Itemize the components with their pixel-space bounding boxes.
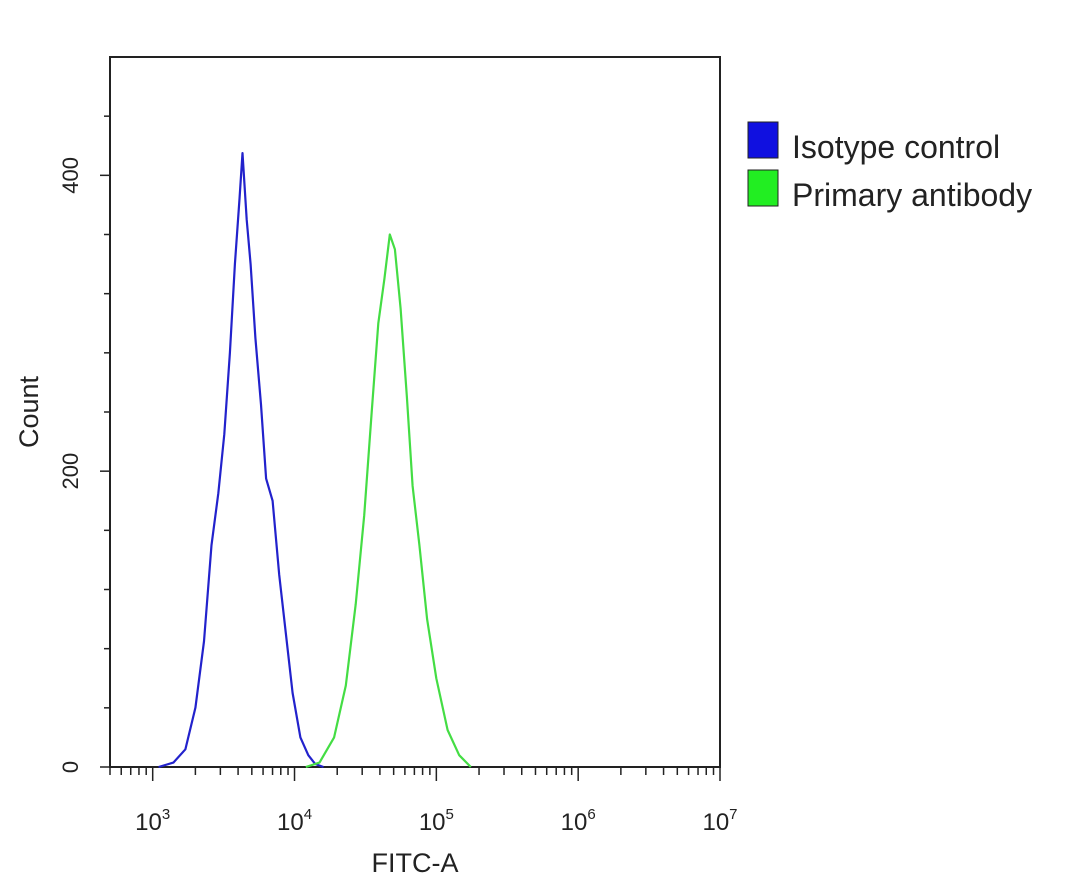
x-axis: 103 104 105 106 107 [109, 767, 738, 836]
x-axis-title: FITC-A [372, 848, 459, 878]
legend-swatch-primary-antibody [747, 169, 779, 207]
x-tick-label: 105 [419, 806, 454, 836]
series-line-isotype-control [158, 152, 324, 769]
x-tick-label: 104 [277, 806, 312, 836]
y-tick-label: 0 [58, 761, 83, 773]
y-axis: 0 200 400 [58, 115, 110, 773]
x-tick-label: 103 [135, 806, 170, 836]
y-tick-label: 200 [58, 453, 83, 490]
legend-swatch-isotype-control [747, 121, 779, 159]
histogram-series [158, 152, 472, 769]
legend: Isotype control Primary antibody [747, 121, 1032, 213]
x-tick-label: 106 [561, 806, 596, 836]
legend-label-primary-antibody: Primary antibody [792, 177, 1032, 213]
series-line-primary-antibody [305, 233, 472, 769]
y-tick-label: 400 [58, 157, 83, 194]
legend-label-isotype-control: Isotype control [792, 129, 1000, 165]
y-axis-title: Count [14, 375, 44, 448]
x-tick-label: 107 [702, 806, 737, 836]
